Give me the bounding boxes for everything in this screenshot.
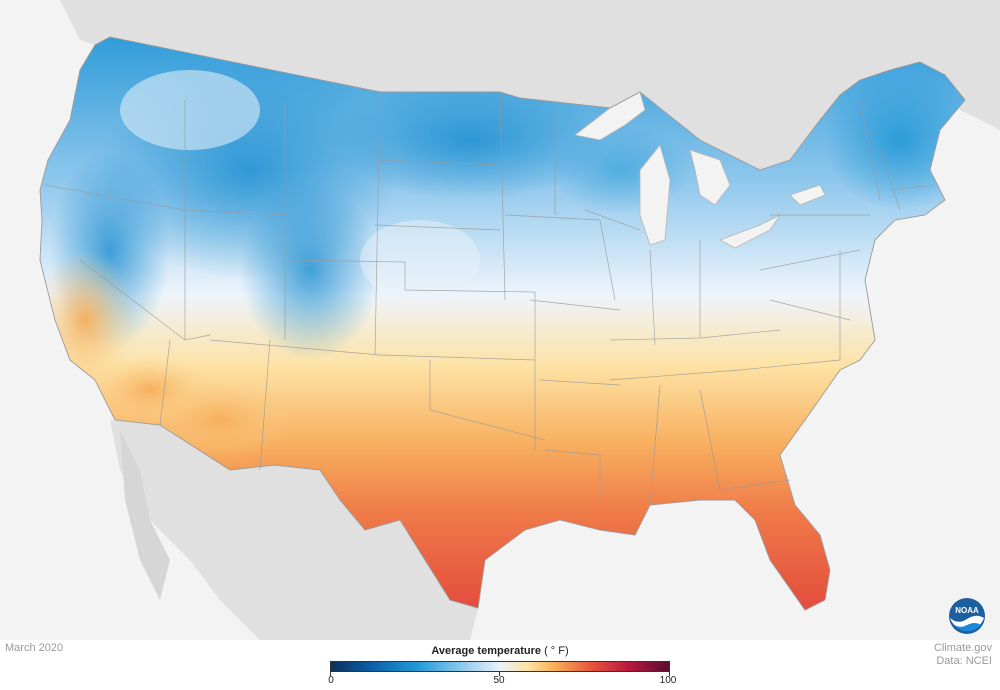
legend-tick-min — [330, 672, 331, 676]
surrounding-land — [60, 0, 1000, 640]
state-boundaries — [44, 91, 936, 506]
legend-label-min: 0 — [328, 675, 334, 686]
credit-site: Climate.gov — [933, 642, 992, 654]
legend-tick-mid — [499, 672, 500, 676]
credit-data-source: Data: NCEI — [936, 655, 992, 667]
legend-label-mid: 50 — [493, 675, 505, 686]
legend-label-max: 100 — [659, 675, 677, 686]
temperature-map — [0, 0, 1000, 640]
legend-tick-max — [669, 672, 670, 676]
noaa-logo-icon: NOAA — [949, 598, 985, 634]
legend-color-bar — [330, 661, 670, 672]
credit: Climate.gov Data: NCEI — [934, 642, 992, 668]
date-label: March 2020 — [5, 642, 64, 654]
legend-title-unit: ( ° F) — [544, 645, 569, 657]
legend-title-text: Average temperature — [431, 645, 541, 657]
noaa-logo-text: NOAA — [955, 606, 979, 615]
legend-title: Average temperature ( ° F) — [330, 645, 670, 657]
great-lakes — [574, 91, 826, 249]
map-svg — [39, 0, 1000, 640]
